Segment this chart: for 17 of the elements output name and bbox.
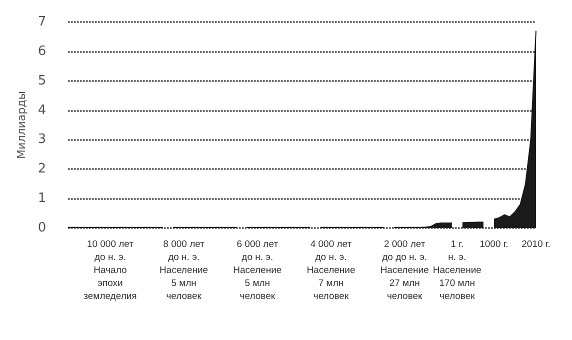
y-tick-label: 0 <box>38 220 46 236</box>
x-tick-label: 6 000 лет до н. э. Население 5 млн человек <box>233 239 282 302</box>
y-tick-label: 3 <box>38 132 46 148</box>
x-tick-label: 1000 г. <box>480 239 508 250</box>
y-tick-label: 4 <box>38 102 46 118</box>
y-axis-title: Миллиарды <box>15 91 28 159</box>
x-tick-label: 10 000 лет до н. э. Начало эпохи земледелия <box>84 239 137 302</box>
y-tick-label: 5 <box>38 73 46 88</box>
x-tick-label: 2010 г. <box>522 239 550 250</box>
y-tick-label: 6 <box>38 44 46 59</box>
x-tick-label: 1 г. н. э. Население 170 млн человек <box>432 239 482 302</box>
x-tick-label: 8 000 лет до н. э. Население 5 млн человек <box>160 239 208 302</box>
y-tick-label: 1 <box>38 191 46 206</box>
y-tick-label: 7 <box>38 14 46 30</box>
y-tick-label: 2 <box>38 162 46 177</box>
x-tick-label: 2 000 лет до до н. э. Население 27 млн человек <box>380 239 429 302</box>
x-tick-label: 4 000 лет до н. э. Население 7 млн человек <box>306 239 356 302</box>
